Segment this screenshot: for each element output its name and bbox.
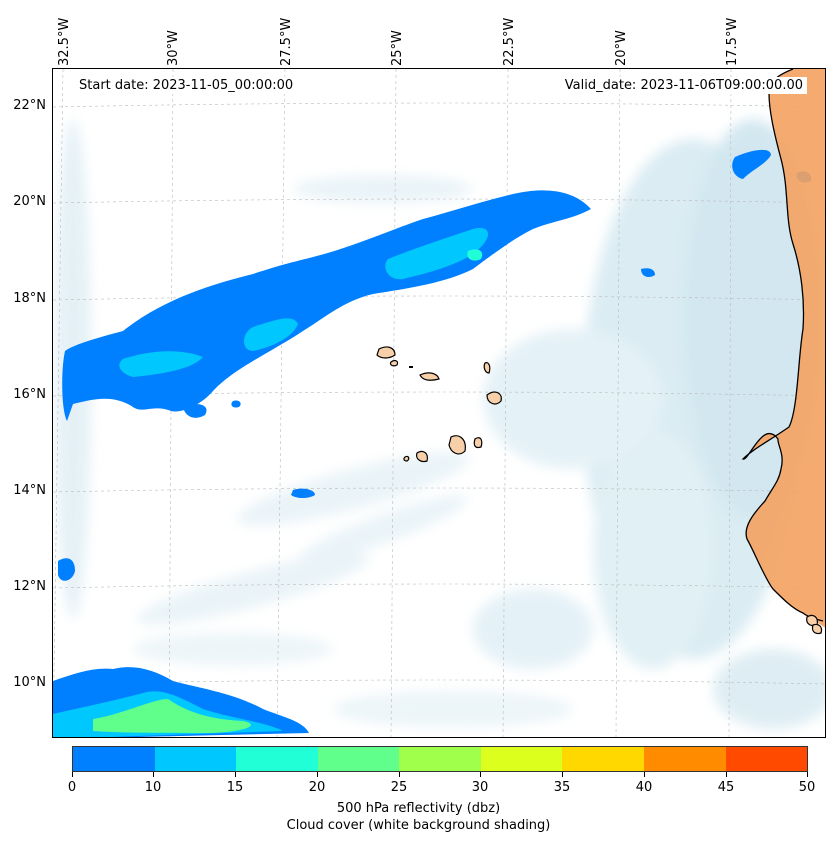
colorbar-tick-label: 0	[67, 780, 77, 795]
lon-label-22.5w: 22.5°W	[502, 17, 517, 66]
lat-label-20n: 20°N	[13, 194, 46, 209]
colorbar-tick-label: 25	[390, 780, 408, 795]
lon-label-20w: 20°W	[614, 30, 629, 66]
lat-label-10n: 10°N	[13, 675, 46, 690]
colorbar-tick-label: 15	[226, 780, 244, 795]
colorbar-segment	[562, 747, 644, 771]
lon-label-25w: 25°W	[390, 30, 405, 66]
colorbar-tick-label: 10	[144, 780, 162, 795]
colorbar-segment	[73, 747, 155, 771]
lon-label-30w: 30°W	[166, 30, 181, 66]
africa-land	[741, 69, 825, 635]
colorbar-tick-label: 30	[471, 780, 489, 795]
lon-label-17.5w: 17.5°W	[725, 17, 740, 66]
lat-label-16n: 16°N	[13, 387, 46, 402]
lat-label-14n: 14°N	[13, 483, 46, 498]
lat-label-12n: 12°N	[13, 579, 46, 594]
colorbar-segment	[643, 747, 726, 771]
colorbar-tick-label: 20	[308, 780, 326, 795]
colorbar-segment	[317, 747, 400, 771]
colorbar-segment	[154, 747, 237, 771]
map-panel: Start date: 2023-11-05_00:00:00 Valid_da…	[52, 68, 826, 738]
lat-label-22n: 22°N	[13, 98, 46, 113]
colorbar-subtitle: Cloud cover (white background shading)	[286, 818, 551, 833]
reflectivity-colorbar	[72, 746, 808, 772]
reflectivity-band-south	[53, 667, 309, 737]
valid-date-label: Valid_date: 2023-11-06T09:00:00.00	[560, 77, 807, 94]
colorbar-segment	[725, 747, 808, 771]
colorbar-tick-label: 40	[635, 780, 653, 795]
map-canvas	[53, 69, 825, 737]
start-date-label: Start date: 2023-11-05_00:00:00	[75, 77, 298, 94]
colorbar-segment	[236, 747, 318, 771]
colorbar-title: 500 hPa reflectivity (dbz)	[336, 801, 501, 816]
colorbar-tick-label: 35	[553, 780, 571, 795]
colorbar-tick-label: 50	[798, 780, 816, 795]
colorbar-segment	[399, 747, 481, 771]
cape-verde-islands	[376, 346, 502, 463]
colorbar-tick-label: 45	[717, 780, 735, 795]
lon-label-27.5w: 27.5°W	[279, 17, 294, 66]
lon-label-32.5w: 32.5°W	[57, 17, 72, 66]
lat-label-18n: 18°N	[13, 291, 46, 306]
reflectivity-band-north	[62, 190, 592, 421]
colorbar-segment	[480, 747, 563, 771]
